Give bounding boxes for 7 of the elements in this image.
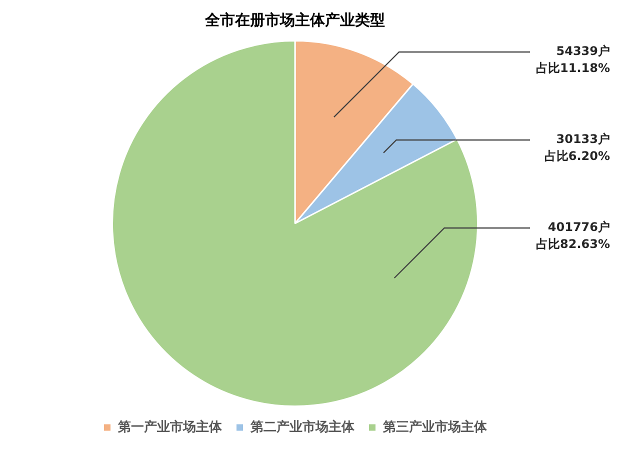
legend-label: 第一产业市场主体 — [116, 418, 223, 435]
data-label: 54339户占比11.18% — [536, 44, 610, 76]
legend-label: 第二产业市场主体 — [249, 418, 356, 435]
chart-title: 全市在册市场主体产业类型 — [204, 10, 385, 29]
data-label: 401776户占比82.63% — [536, 220, 610, 252]
data-label: 30133户占比6.20% — [544, 132, 610, 164]
legend-label: 第三产业市场主体 — [382, 418, 488, 435]
